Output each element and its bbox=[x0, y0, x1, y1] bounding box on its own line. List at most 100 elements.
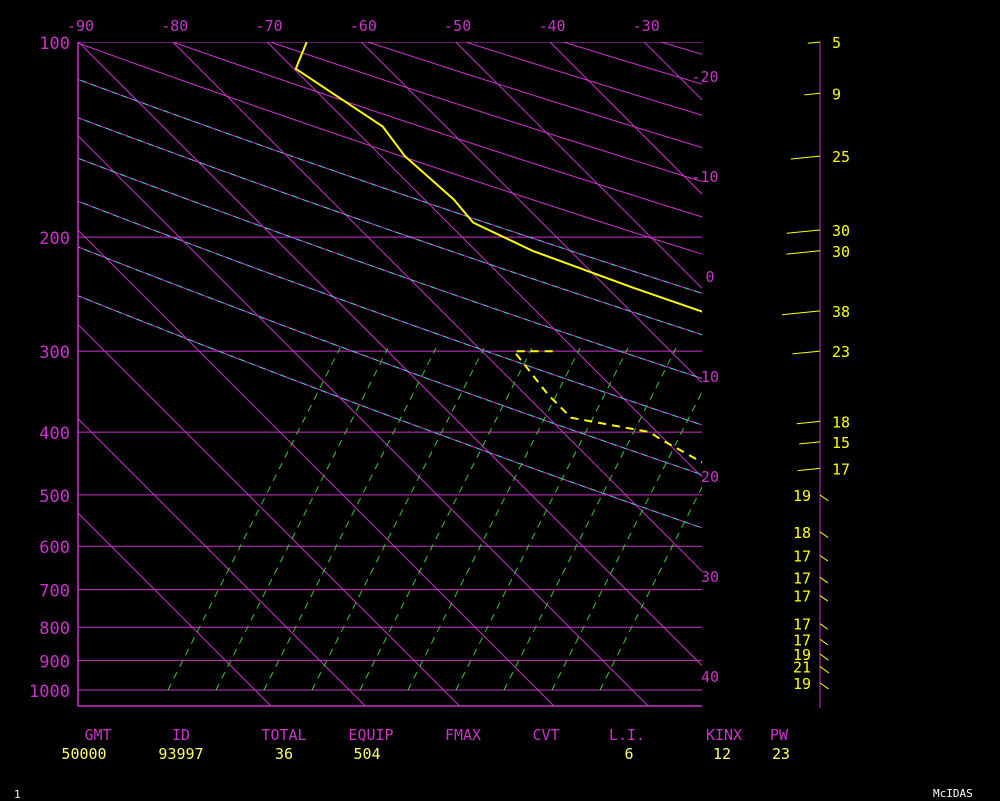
top-temperature-label: -30 bbox=[633, 17, 660, 35]
right-temperature-label: -10 bbox=[691, 168, 718, 186]
right-temperature-label: 20 bbox=[701, 468, 719, 486]
wind-speed-label: 15 bbox=[832, 434, 850, 452]
wind-speed-label: 18 bbox=[793, 524, 811, 542]
isotherm-line bbox=[79, 42, 743, 706]
right-temperature-label: 30 bbox=[701, 568, 719, 586]
top-temperature-label: -90 bbox=[67, 17, 94, 35]
pressure-tick-label: 800 bbox=[39, 619, 70, 639]
dewpoint-trace bbox=[514, 351, 1000, 690]
pressure-tick-label: 600 bbox=[39, 538, 70, 558]
dry-adiabat-line bbox=[0, 32, 1000, 712]
wind-barb bbox=[787, 251, 821, 254]
wind-barb bbox=[820, 683, 828, 689]
wind-speed-label: 23 bbox=[832, 343, 850, 361]
cyan-adiabat-line bbox=[0, 42, 1000, 690]
dry-adiabat-line bbox=[0, 32, 1000, 712]
isotherm-line bbox=[173, 42, 837, 706]
pressure-tick-label: 500 bbox=[39, 487, 70, 507]
cyan-adiabat-line bbox=[0, 42, 1000, 690]
isotherm-line bbox=[644, 42, 1000, 706]
wind-speed-label: 19 bbox=[793, 487, 811, 505]
dry-adiabat-line bbox=[0, 32, 1000, 712]
wind-barb bbox=[820, 639, 828, 645]
top-temperature-label: -80 bbox=[161, 17, 188, 35]
cyan-adiabat-line bbox=[0, 42, 1000, 690]
cyan-adiabat-line bbox=[0, 42, 1000, 690]
right-temperature-label: -20 bbox=[691, 68, 718, 86]
isotherm-line bbox=[550, 42, 1000, 706]
top-temperature-label: -50 bbox=[444, 17, 471, 35]
wind-barb bbox=[820, 495, 828, 501]
mixing-ratio-line bbox=[264, 348, 436, 690]
pressure-tick-label: 1000 bbox=[29, 682, 70, 702]
pressure-tick-label: 400 bbox=[39, 424, 70, 444]
pressure-tick-label: 100 bbox=[39, 34, 70, 54]
wind-barb bbox=[808, 42, 820, 43]
mixing-ratio-line bbox=[168, 348, 340, 690]
wind-speed-label: 21 bbox=[793, 659, 811, 677]
wind-barb bbox=[799, 442, 820, 444]
top-temperature-label: -40 bbox=[538, 17, 565, 35]
wind-barb bbox=[791, 156, 820, 159]
wind-barb bbox=[797, 421, 820, 423]
wind-barb bbox=[820, 667, 829, 673]
wind-speed-label: 17 bbox=[793, 547, 811, 565]
wind-barb bbox=[820, 596, 828, 602]
mixing-ratio-line bbox=[552, 348, 724, 690]
wind-speed-label: 17 bbox=[793, 588, 811, 606]
cyan-adiabat-line bbox=[0, 42, 1000, 690]
dry-adiabat-line bbox=[48, 32, 1000, 712]
wind-barb bbox=[820, 624, 828, 630]
isotherm-line bbox=[267, 42, 931, 706]
dry-adiabat-line bbox=[338, 32, 1000, 712]
wind-speed-label: 30 bbox=[832, 243, 850, 261]
right-temperature-label: 40 bbox=[701, 668, 719, 686]
dry-adiabat-line bbox=[724, 32, 1000, 712]
wind-barb bbox=[804, 93, 820, 95]
isotherm-line bbox=[0, 42, 271, 706]
wind-barb bbox=[820, 532, 828, 538]
isotherm-line bbox=[456, 42, 1000, 706]
wind-speed-label: 5 bbox=[832, 34, 841, 52]
mixing-ratio-line bbox=[312, 348, 484, 690]
isotherm-line bbox=[739, 42, 1000, 706]
wind-barb bbox=[792, 351, 820, 354]
isotherm-line bbox=[361, 42, 1000, 706]
dry-adiabat-line bbox=[0, 32, 1000, 712]
pressure-tick-label: 700 bbox=[39, 582, 70, 602]
dry-adiabat-line bbox=[0, 32, 1000, 712]
isotherm-line bbox=[0, 42, 365, 706]
wind-barb bbox=[820, 577, 828, 583]
pressure-tick-label: 300 bbox=[39, 343, 70, 363]
mixing-ratio-line bbox=[456, 348, 628, 690]
wind-barb bbox=[798, 468, 820, 470]
isotherm-line bbox=[833, 42, 1000, 706]
wind-speed-label: 19 bbox=[793, 675, 811, 693]
isotherm-line bbox=[0, 42, 460, 706]
mixing-ratio-line bbox=[216, 348, 388, 690]
wind-speed-label: 25 bbox=[832, 148, 850, 166]
cyan-adiabat-line bbox=[0, 42, 1000, 690]
dry-adiabat-line bbox=[821, 32, 1000, 712]
pressure-tick-label: 200 bbox=[39, 229, 70, 249]
wind-speed-label: 38 bbox=[832, 303, 850, 321]
wind-barb bbox=[820, 654, 828, 660]
wind-barb bbox=[787, 230, 821, 233]
wind-barb bbox=[820, 555, 828, 561]
top-temperature-label: -70 bbox=[256, 17, 283, 35]
mixing-ratio-line bbox=[360, 348, 532, 690]
grid-lines bbox=[0, 32, 1000, 712]
mixing-ratio-line bbox=[408, 348, 580, 690]
dry-adiabat-line bbox=[241, 32, 1000, 712]
pressure-tick-label: 900 bbox=[39, 652, 70, 672]
right-temperature-label: 10 bbox=[701, 368, 719, 386]
top-temperature-label: -60 bbox=[350, 17, 377, 35]
wind-speed-label: 9 bbox=[832, 85, 841, 103]
isotherm-line bbox=[927, 42, 1000, 706]
wind-speed-label: 18 bbox=[832, 413, 850, 431]
right-temperature-label: 0 bbox=[705, 268, 714, 286]
adiabat-lines bbox=[0, 42, 1000, 690]
dry-adiabat-line bbox=[0, 32, 1000, 712]
wind-barb bbox=[782, 311, 820, 315]
